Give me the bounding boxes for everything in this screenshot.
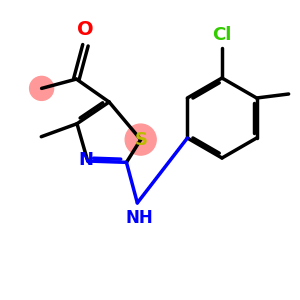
Text: Cl: Cl [212, 26, 232, 44]
Text: N: N [78, 151, 93, 169]
Circle shape [125, 124, 156, 155]
Circle shape [30, 76, 54, 100]
Text: O: O [77, 20, 94, 39]
Text: S: S [135, 130, 148, 148]
Text: NH: NH [125, 209, 153, 227]
